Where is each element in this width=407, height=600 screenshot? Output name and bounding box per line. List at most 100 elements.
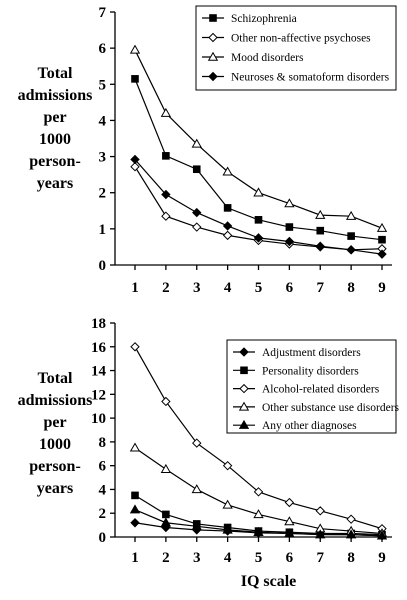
data-point	[130, 518, 140, 528]
data-point	[222, 499, 233, 509]
y-tick-label: 0	[99, 258, 107, 274]
series-2	[130, 342, 387, 534]
y-axis-label-line: person-	[29, 458, 81, 475]
data-point	[345, 529, 357, 539]
legend-item: Alcohol-related disorders	[233, 384, 380, 396]
chart-panel-top: 0 1 2 3 4 5 6 7 1 2 3 4 5 6 7 8 9 Total admissions per 1000 p…	[18, 5, 397, 296]
data-point	[130, 342, 140, 352]
x-axis-label: IQ scale	[241, 573, 297, 590]
data-point	[222, 166, 233, 176]
x-tick-label: 8	[347, 550, 355, 566]
y-axis-label-line: 1000	[39, 436, 71, 453]
x-tick-label: 7	[317, 550, 325, 566]
x-tick-label: 4	[224, 280, 232, 296]
y-tick-label: 7	[99, 5, 107, 21]
x-tick-label: 1	[131, 550, 139, 566]
data-point	[254, 216, 263, 224]
legend-marker	[208, 32, 218, 43]
x-tick-label: 1	[131, 280, 139, 296]
legend-item: Mood disorders	[202, 51, 304, 64]
series-4	[129, 504, 388, 540]
data-point	[285, 223, 294, 231]
y-tick-label: 5	[99, 77, 107, 93]
legend-label: Alcohol-related disorders	[262, 384, 380, 396]
legend-marker	[239, 347, 249, 357]
data-point	[160, 517, 172, 527]
legend-label: Mood disorders	[231, 52, 304, 64]
data-point	[192, 222, 202, 232]
legend-marker	[238, 401, 250, 411]
x-tick-label: 7	[317, 280, 325, 296]
x-tick-label: 5	[255, 280, 263, 296]
data-point	[222, 221, 233, 231]
y-tick-label: 14	[91, 364, 107, 380]
data-point	[222, 524, 233, 534]
series-2	[129, 44, 388, 232]
legend-item: Neuroses & somatoform disorders	[202, 72, 390, 84]
data-point	[192, 207, 202, 218]
y-axis-label-line: person-	[29, 153, 81, 170]
y-axis-label-line: per	[43, 414, 66, 431]
y-tick-label: 0	[99, 530, 107, 546]
legend-label: Schizophrenia	[231, 13, 297, 25]
y-tick-label: 2	[99, 186, 107, 202]
legend-box	[226, 339, 397, 434]
legend-marker	[207, 51, 219, 61]
data-point	[376, 530, 388, 540]
legend-item: Adjustment disorders	[233, 347, 361, 359]
data-point	[160, 107, 172, 117]
data-point	[347, 232, 355, 240]
y-tick-label: 3	[99, 150, 107, 166]
data-point	[346, 245, 356, 255]
data-point	[315, 241, 325, 251]
y-axis-label-line: admissions	[18, 87, 93, 104]
x-tick-label: 6	[286, 280, 294, 296]
data-point	[253, 187, 264, 197]
y-axis-label-line: 1000	[39, 131, 71, 148]
y-tick-label: 6	[99, 459, 107, 475]
data-point	[223, 204, 232, 212]
series-3	[129, 442, 388, 538]
x-tick-label: 6	[286, 550, 294, 566]
x-tick-label: 8	[347, 280, 355, 296]
data-point	[284, 198, 295, 208]
data-point	[192, 165, 201, 174]
legend: Schizophrenia Other non-affective psychos…	[195, 5, 397, 91]
y-tick-label: 4	[99, 482, 107, 498]
data-point	[253, 509, 264, 519]
data-point	[162, 152, 170, 160]
y-tick-label: 16	[91, 340, 107, 356]
legend-marker	[240, 366, 248, 375]
x-tick-label: 2	[162, 280, 170, 296]
y-tick-label: 4	[99, 113, 107, 129]
y-axis-label-line: admissions	[18, 392, 93, 409]
data-point	[222, 460, 233, 471]
legend-label: Other non-affective psychoses	[231, 33, 371, 45]
data-point	[131, 75, 139, 83]
y-axis-label-line: years	[37, 480, 73, 497]
x-tick-label: 9	[378, 280, 386, 296]
legend-label: Neuroses & somatoform disorders	[231, 72, 390, 84]
data-point	[129, 44, 141, 54]
data-point	[346, 514, 356, 524]
legend-item: Personality disorders	[233, 365, 359, 377]
x-tick-label: 4	[224, 550, 232, 566]
data-point	[191, 520, 202, 531]
legend-marker	[239, 383, 249, 394]
data-point	[129, 442, 141, 452]
data-point	[222, 230, 233, 241]
data-point	[284, 236, 295, 247]
legend-label: Other substance use disorders	[262, 402, 400, 414]
legend-label: Any other diagnoses	[262, 420, 357, 432]
legend-item: Other substance use disorders	[233, 401, 400, 414]
data-point	[376, 222, 388, 232]
x-tick-label: 5	[255, 550, 263, 566]
data-point	[130, 154, 140, 165]
data-point	[315, 209, 326, 219]
data-point	[161, 396, 171, 407]
y-axis-label-line: years	[37, 175, 73, 192]
y-tick-label: 6	[99, 41, 107, 57]
data-point	[191, 138, 202, 148]
data-point	[315, 529, 326, 539]
